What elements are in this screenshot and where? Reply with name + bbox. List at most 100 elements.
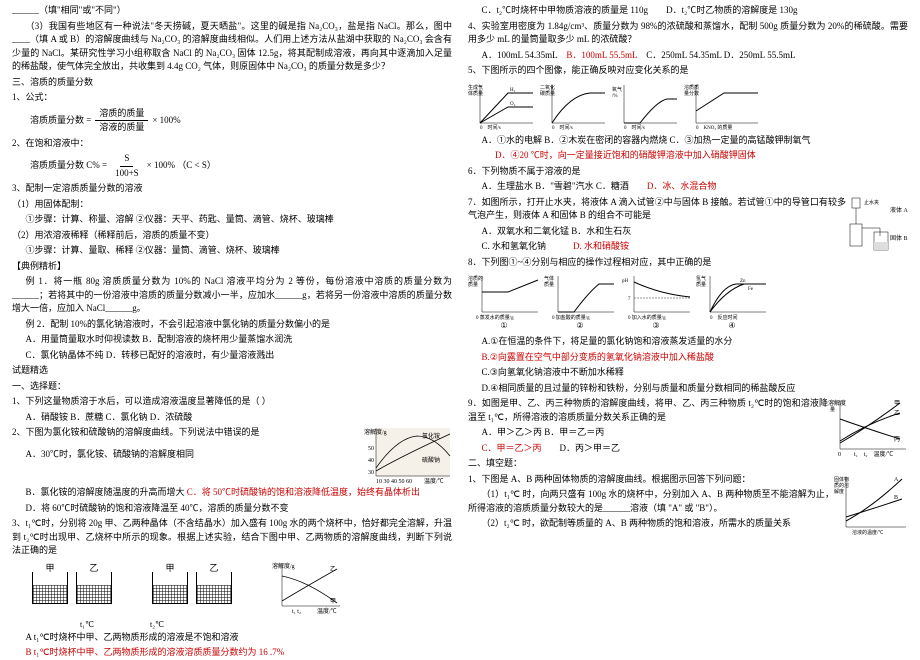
fill-1a: （1）t₁℃ 时，向两只盛有 100g 水的烧杯中，分别加入 A、B 两种物质至…: [468, 488, 834, 515]
svg-text:溶解度/g: 溶解度/g: [364, 428, 387, 436]
formula-1: 溶质质量分数 = 溶质的质量溶液的质量 × 100%: [30, 107, 452, 135]
q4: 4、实验室用密度为 1.84g/cm³、质量分数为 98%的浓硫酸和蒸馏水，配制…: [468, 20, 908, 47]
q5a: A．①水的电解 B．②木炭在密闭的容器内燃烧 C．③加热一定量的高锰酸钾制氧气: [468, 134, 908, 148]
svg-text:氢气: 氢气: [696, 275, 706, 282]
sub-1: 1、公式：: [12, 91, 452, 105]
svg-text:体质量: 体质量: [468, 90, 483, 97]
q7a: A．双氧水和二氧化锰 B．水和生石灰: [468, 225, 846, 239]
right-column: C．t₂℃时烧杯中甲物质溶液的质量是 110g D．t₂℃时乙物质的溶解度是 1…: [460, 4, 916, 643]
q8d: D.④相同质量的且过量的锌粉和铁粉，分别与质量和质量分数相同的稀盐酸反应: [468, 382, 908, 396]
svg-text:H₂: H₂: [510, 88, 516, 93]
svg-text:液体 A: 液体 A: [890, 206, 908, 214]
svg-text:0 时间/s: 0 时间/s: [480, 124, 501, 131]
svg-text:/%: /%: [612, 94, 618, 99]
fill-1b: （2）t₂℃ 时，欲配制等质量的 A、B 两种物质的饱和溶液，所需水的质量关系: [468, 517, 834, 531]
chart-q8-2: 气体质量0 加盐酸的质量/g: [544, 272, 616, 320]
sub-3: 3、配制一定溶质质量分数的溶液: [12, 182, 452, 196]
svg-text:Zn: Zn: [740, 279, 746, 284]
svg-text:40: 40: [368, 458, 374, 464]
svg-text:10 30 40 50 60: 10 30 40 50 60: [376, 479, 412, 485]
svg-text:量分数: 量分数: [684, 90, 699, 97]
left-column: ______（填"相同"或"不同"） （3）我国有些地区有一种说法"冬天捞碱，夏…: [4, 4, 460, 643]
f1-lhs: 溶质质量分数 =: [30, 114, 91, 128]
solubility-chart-q3: 溶解度/g 乙 甲 t₁ t₂ 温度/℃: [272, 561, 342, 616]
svg-text:甲: 甲: [894, 400, 900, 407]
sub-3b: （2）用浓溶液稀释（稀释前后，溶质的质量不变）: [12, 229, 452, 243]
example-2: 例 2．配制 10%的氯化钠溶液时，不会引起溶液中氯化钠的质量分数偏小的是: [12, 318, 452, 332]
svg-text:t₁ t₂: t₁ t₂: [292, 609, 301, 615]
q2b: B．氯化铵的溶解度随温度的升高而增大 C．将 50℃时硫酸钠的饱和溶液降低温度，…: [12, 486, 452, 500]
svg-text:0 KNO₃ 的质量: 0 KNO₃ 的质量: [696, 124, 732, 131]
q4-options: A．100mL 54.35mL B．100mL 55.5mL C．250mL 5…: [468, 49, 908, 63]
q3cd: C．t₂℃时烧杯中甲物质溶液的质量是 110g D．t₂℃时乙物质的溶解度是 1…: [468, 4, 908, 18]
chart-q8-4: 氢气质量ZnFe0 反应时间: [696, 272, 768, 320]
q8-charts: 溶质的质量0 蒸发水的质量/g① 气体质量0 加盐酸的质量/g② pH70 加入…: [468, 272, 908, 332]
svg-text:温度/℃: 温度/℃: [424, 477, 444, 485]
q8c: C.③向氢氧化钠溶液中不断加水稀释: [468, 366, 908, 380]
example-2a: A．用量筒量取水时仰视读数 B．配制溶液的烧杯用少量蒸馏水润洗: [12, 333, 452, 347]
f1-rhs: × 100%: [152, 114, 180, 128]
q5: 5、下图所示的四个图像，能正确反映对应变化关系的是: [468, 64, 908, 78]
svg-text:30: 30: [368, 470, 374, 476]
q2a: A．30℃时，氯化铵、硫酸钠的溶解度相同: [12, 448, 362, 462]
q6: 6．下列物质不属于溶液的是: [468, 165, 908, 179]
svg-text:溶解度/g: 溶解度/g: [272, 562, 295, 570]
blank-line: ______（填"相同"或"不同"）: [12, 4, 452, 18]
f2-rhs: × 100% （C < S）: [147, 159, 216, 173]
q1: 1、下列这量物质溶于水后，可以造成溶液温度显著降低的是（ ）: [12, 395, 452, 409]
q3: 3、t₁℃时，分别将 20g 甲、乙两种晶体（不含结晶水）加入盛有 100g 水…: [12, 517, 452, 558]
q2d: D．将 60℃时硫酸钠的饱和溶液降温至 40℃，溶质的质量分数不变: [12, 502, 452, 516]
f1-den: 溶液的质量: [95, 121, 148, 135]
sub-3b1: ①步骤：计算、量取、稀释 ②仪器：量筒、滴管、烧杯、玻璃棒: [12, 244, 452, 258]
sub-3a: （1）用固体配制：: [12, 198, 452, 212]
svg-text:固体 B: 固体 B: [890, 234, 908, 242]
sub-2: 2、在饱和溶液中：: [12, 137, 452, 151]
examples-heading: 【典例精析】: [12, 260, 452, 274]
svg-text:7: 7: [628, 297, 631, 302]
f2-den: 100+S: [111, 167, 143, 181]
chart-q5-2: 二氧化碳质量0 时间/s: [540, 81, 608, 131]
apparatus-diagram: 止水夹 液体 A 固体 B: [846, 196, 908, 254]
svg-text:0 加入水的质量/g: 0 加入水的质量/g: [628, 314, 666, 320]
svg-text:温度/℃: 温度/℃: [317, 607, 337, 615]
svg-text:Fe: Fe: [748, 287, 754, 292]
svg-text:硫酸钠: 硫酸钠: [422, 456, 440, 464]
q3b: B t₁℃时烧杯中甲、乙两物质形成的溶液溶质质量分数约为 16 .7%: [12, 646, 452, 660]
f2-num: S: [120, 152, 133, 167]
svg-text:0: 0: [838, 452, 841, 458]
svg-text:碳质量: 碳质量: [540, 90, 555, 97]
svg-text:0 蒸发水的质量/g: 0 蒸发水的质量/g: [476, 314, 514, 320]
svg-text:质量: 质量: [544, 281, 554, 288]
q1-options: A．硝酸铵 B．蔗糖 C．氯化钠 D．浓硫酸: [12, 411, 452, 425]
q9ab: A．甲＞乙＞丙 B．甲＝乙＝丙: [468, 426, 828, 440]
q8b: B.②向露置在空气中部分变质的氢氧化钠溶液中加入稀盐酸: [468, 351, 908, 365]
f2-lhs: 溶质质量分数 C% =: [30, 159, 107, 173]
svg-text:溶质质: 溶质质: [684, 84, 699, 91]
solubility-chart-q2: 溶解度/g 50 40 30 氯化铵 硫酸钠 10 30 40 50 60 温度…: [362, 426, 452, 486]
chart-q5-4: 溶质质量分数 0 KNO₃ 的质量: [684, 81, 762, 131]
svg-text:溶液的温度/℃: 溶液的温度/℃: [852, 529, 883, 536]
practice-heading: 试题精选: [12, 364, 452, 378]
svg-text:生成气: 生成气: [468, 84, 483, 91]
q7b: C. 水和氢氧化钠 D. 水和硝酸铵: [468, 240, 846, 254]
svg-text:甲: 甲: [330, 598, 336, 605]
q8a: A.①在恒温的条件下，将足量的氯化钠饱和溶液蒸发适量的水分: [468, 335, 908, 349]
q7: 7．如图所示，打开止水夹，将液体 A 滴入试管②中与固体 B 接触。若试管①中的…: [468, 196, 846, 223]
sub-3a1: ①步骤：计算、称量、溶解 ②仪器：天平、药匙、量筒、滴管、烧杯、玻璃棒: [12, 213, 452, 227]
svg-text:t₁ t₂ 温度/℃: t₁ t₂ 温度/℃: [854, 450, 893, 458]
svg-text:止水夹: 止水夹: [864, 199, 879, 206]
chart-f1: 固体物 质的溶 解度 A B 溶液的温度/℃: [834, 473, 908, 537]
q9cd: C．甲＝乙＞丙 D．丙＞甲＝乙: [468, 442, 828, 456]
chart-q9: 溶解度 甲 乙 丙 量 t₁ t₂ 温度/℃ 0: [828, 397, 908, 459]
section-3: 三、溶质的质量分数: [12, 76, 452, 90]
svg-text:固体物: 固体物: [834, 476, 849, 483]
svg-text:O₂: O₂: [510, 102, 516, 107]
svg-text:0 时间/s: 0 时间/s: [552, 124, 573, 131]
q8: 8．下列图①~④分别与相应的操作过程相对应，其中正确的是: [468, 256, 908, 270]
chart-q8-1: 溶质的质量0 蒸发水的质量/g: [468, 272, 540, 320]
example-2b: C．氯化钠晶体不纯 D．转移已配好的溶液时，有少量溶液溅出: [12, 349, 452, 363]
svg-text:A: A: [894, 477, 899, 483]
chart-q5-3: 氧气/%0 时间/s: [612, 81, 680, 131]
svg-text:乙: 乙: [330, 566, 336, 573]
para-3: （3）我国有些地区有一种说法"冬天捞碱，夏天晒盐"。这里的碱是指 Na₂CO₃，…: [12, 20, 452, 74]
